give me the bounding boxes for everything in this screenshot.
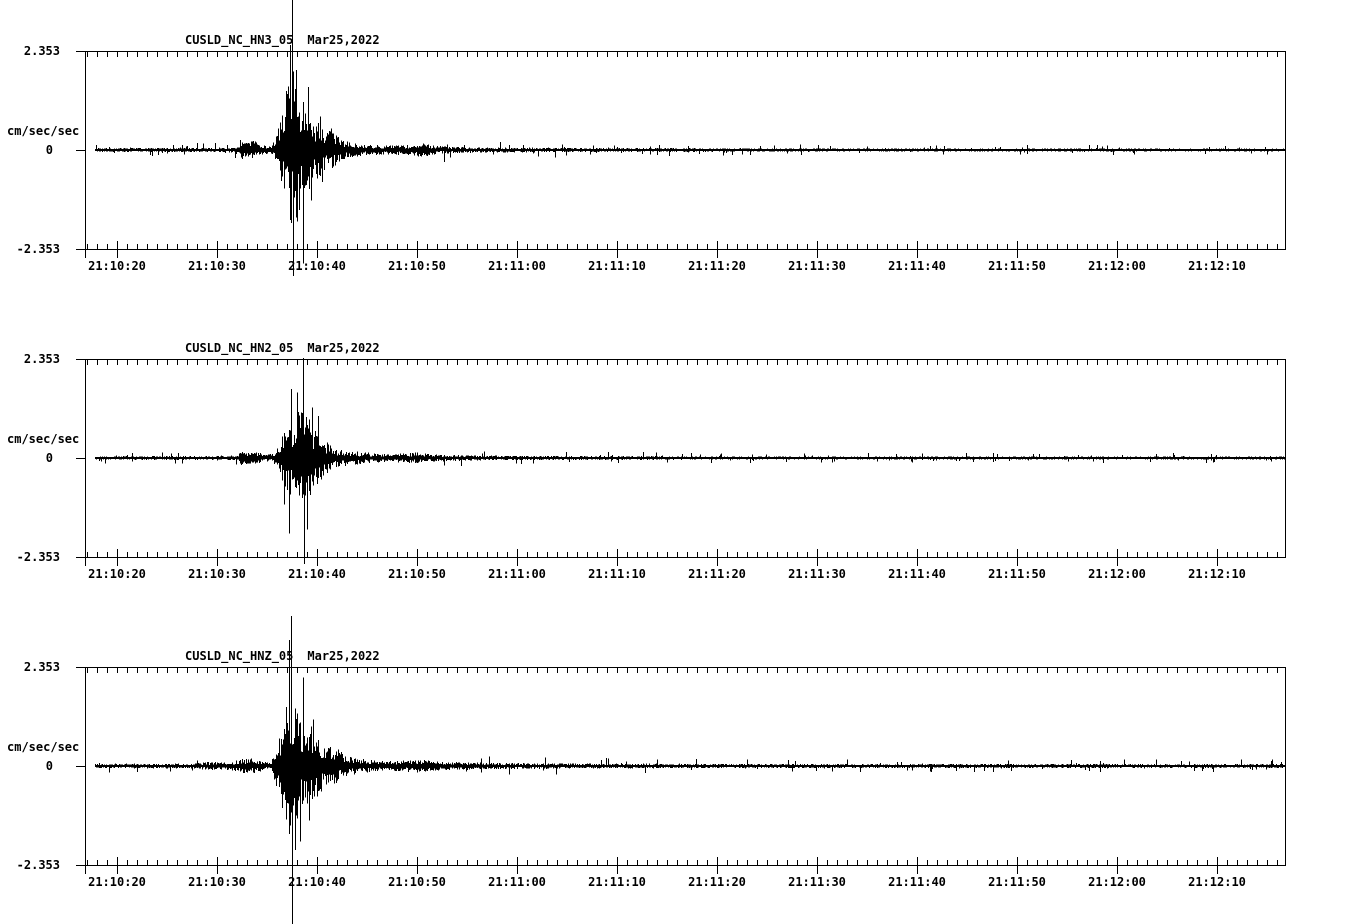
y-min-tick-label: -2.353 [16,242,60,256]
x-tick-label: 21:11:00 [488,567,546,581]
x-tick-label: 21:10:30 [188,567,246,581]
x-tick-label: 21:11:20 [688,875,746,889]
date-label: Mar25,2022 [307,649,380,663]
x-tick-label: 21:12:10 [1188,875,1246,889]
y-zero-tick-label: 0 [45,759,53,773]
axis-frame [76,359,1286,566]
x-tick-label: 21:11:00 [488,259,546,273]
x-tick-label: 21:11:20 [688,567,746,581]
seismogram-panel-hn3: CUSLD_NC_HN3_05 Mar25,2022 2.353 cm/sec/s… [0,0,1358,308]
x-tick-label: 21:10:30 [188,875,246,889]
event-spikes [282,616,314,924]
x-tick-label: 21:11:50 [988,259,1046,273]
panel-title: CUSLD_NC_HN3_05 Mar25,2022 [185,33,380,47]
x-tick-label: 21:11:40 [888,875,946,889]
x-tick-label: 21:10:20 [88,567,146,581]
x-tick-label: 21:12:00 [1088,875,1146,889]
plot-area [76,0,1286,277]
y-max-tick-label: 2.353 [23,660,60,674]
x-tick-label: 21:11:30 [788,875,846,889]
x-tick-label: 21:11:50 [988,567,1046,581]
seismogram-trace [95,412,1286,502]
panel-title: CUSLD_NC_HNZ_05 Mar25,2022 [185,649,380,663]
x-tick-label: 21:11:20 [688,259,746,273]
y-min-tick-label: -2.353 [16,858,60,872]
x-tick-label: 21:10:40 [288,875,346,889]
y-min-tick-label: -2.353 [16,550,60,564]
y-axis-unit-label: cm/sec/sec [7,432,80,446]
y-axis-unit-label: cm/sec/sec [7,124,80,138]
x-tick-label: 21:10:40 [288,567,346,581]
x-tick-label: 21:11:40 [888,259,946,273]
plot-area [76,616,1286,924]
x-tick-label: 21:11:50 [988,875,1046,889]
seismogram-trace [95,71,1286,224]
x-tick-label: 21:10:30 [188,259,246,273]
station-channel-label: CUSLD_NC_HN2_05 [185,341,294,355]
x-tick-label: 21:10:20 [88,875,146,889]
date-label: Mar25,2022 [307,341,380,355]
x-tick-label: 21:10:50 [388,567,446,581]
x-tick-label: 21:12:00 [1088,567,1146,581]
x-tick-label: 21:12:10 [1188,259,1246,273]
x-tick-label: 21:12:00 [1088,259,1146,273]
x-tick-label: 21:10:50 [388,875,446,889]
y-max-tick-label: 2.353 [23,44,60,58]
x-tick-label: 21:12:10 [1188,567,1246,581]
x-tick-label: 21:10:50 [388,259,446,273]
x-tick-label: 21:11:10 [588,259,646,273]
station-channel-label: CUSLD_NC_HNZ_05 [185,649,294,663]
axis-frame [76,667,1286,874]
plot-area [76,357,1286,566]
panel-title: CUSLD_NC_HN2_05 Mar25,2022 [185,341,380,355]
x-tick-label: 21:11:00 [488,875,546,889]
y-zero-tick-label: 0 [45,451,53,465]
event-spikes [284,357,319,564]
axis-frame [76,51,1286,258]
y-axis-unit-label: cm/sec/sec [7,740,80,754]
x-tick-label: 21:11:30 [788,259,846,273]
station-channel-label: CUSLD_NC_HN3_05 [185,33,294,47]
seismogram-panel-hn2: CUSLD_NC_HN2_05 Mar25,2022 2.353 cm/sec/s… [0,308,1358,616]
x-tick-label: 21:11:30 [788,567,846,581]
event-spikes [286,0,323,277]
x-tick-label: 21:10:20 [88,259,146,273]
x-tick-label: 21:11:10 [588,567,646,581]
seismogram-trace [95,708,1286,835]
x-tick-label: 21:10:40 [288,259,346,273]
seismogram-panel-hnz: CUSLD_NC_HNZ_05 Mar25,2022 2.353 cm/sec/s… [0,616,1358,924]
x-tick-label: 21:11:10 [588,875,646,889]
x-tick-label: 21:11:40 [888,567,946,581]
y-zero-tick-label: 0 [45,143,53,157]
y-max-tick-label: 2.353 [23,352,60,366]
date-label: Mar25,2022 [307,33,380,47]
